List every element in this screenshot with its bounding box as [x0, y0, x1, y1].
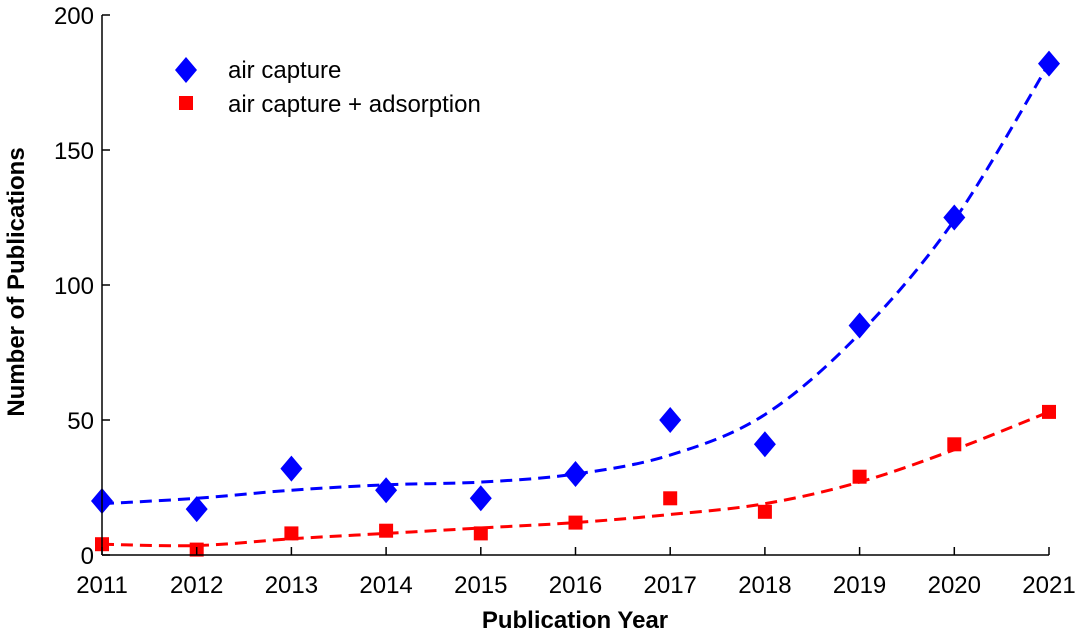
y-tick-label: 50 — [67, 408, 94, 435]
x-axis-title: Publication Year — [482, 607, 668, 634]
legend-marker-air-capture — [175, 57, 197, 83]
x-tick-label: 2016 — [549, 572, 602, 599]
data-point-air-capture — [848, 312, 871, 339]
x-tick-label: 2012 — [170, 572, 223, 599]
legend-label-air-capture: air capture — [228, 57, 341, 84]
y-axis-title: Number of Publications — [3, 147, 30, 416]
trend-lines — [101, 62, 1051, 548]
data-markers — [91, 50, 1060, 557]
data-point-air-capture — [659, 407, 682, 433]
x-tick-label: 2015 — [454, 572, 507, 599]
data-point-air-capture — [469, 485, 492, 512]
data-point-air-capture-adsorption — [379, 523, 394, 538]
data-point-air-capture-adsorption — [473, 526, 488, 541]
data-point-air-capture-adsorption — [757, 504, 772, 519]
data-point-air-capture — [753, 431, 776, 458]
axes: 2011 2012 2013 2014 2015 2016 2017 2018 2019 2020… — [54, 3, 1076, 599]
data-point-air-capture — [375, 477, 398, 504]
y-tick-label: 150 — [54, 138, 94, 165]
data-point-air-capture — [1038, 50, 1060, 77]
y-tick-label: 200 — [54, 3, 94, 30]
legend-square-marker — [179, 96, 193, 110]
data-point-air-capture — [280, 455, 303, 482]
data-point-air-capture-adsorption — [663, 491, 678, 506]
legend-diamond-marker — [175, 57, 197, 83]
data-point-air-capture — [943, 204, 966, 231]
x-tick-label: 2013 — [265, 572, 318, 599]
x-tick-label: 2019 — [833, 572, 886, 599]
y-tick-label: 100 — [54, 273, 94, 300]
x-tick-label: 2014 — [359, 572, 412, 599]
x-tick-label: 2020 — [928, 572, 981, 599]
x-tick-label: 2018 — [738, 572, 791, 599]
x-tick-label: 2011 — [76, 572, 128, 599]
data-point-air-capture-adsorption — [947, 437, 962, 452]
x-tick-label: 2021 — [1022, 572, 1075, 599]
y-tick-label: 0 — [81, 543, 94, 570]
data-point-air-capture-adsorption — [852, 469, 867, 484]
data-point-air-capture — [564, 461, 587, 487]
data-point-air-capture-adsorption — [1042, 404, 1056, 419]
trend-line-air-capture — [101, 62, 1051, 506]
data-point-air-capture-adsorption — [568, 515, 583, 530]
data-point-air-capture — [185, 496, 208, 523]
legend-label-air-capture-adsorption: air capture + adsorption — [228, 91, 481, 118]
trend-line-air-capture-adsorption — [101, 410, 1050, 548]
data-point-air-capture-adsorption — [284, 526, 299, 541]
legend-marker-air-capture-adsorption — [179, 96, 193, 110]
x-tick-label: 2017 — [644, 572, 697, 599]
legend: air capture air capture + adsorption — [175, 57, 481, 118]
